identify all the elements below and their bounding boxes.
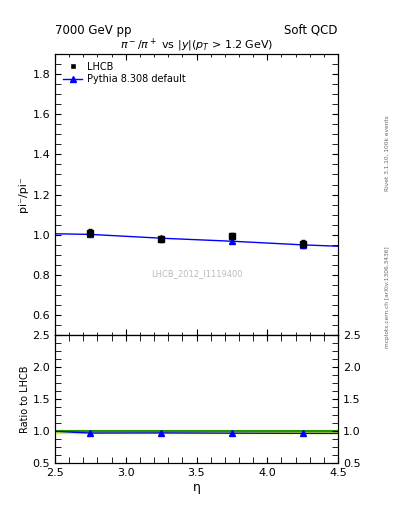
- Text: 7000 GeV pp: 7000 GeV pp: [55, 24, 132, 37]
- Y-axis label: Ratio to LHCB: Ratio to LHCB: [20, 366, 29, 433]
- X-axis label: η: η: [193, 481, 200, 494]
- Text: LHCB_2012_I1119400: LHCB_2012_I1119400: [151, 269, 242, 278]
- Title: $\pi^-/\pi^+$ vs $|y|(p_T$ > 1.2 GeV): $\pi^-/\pi^+$ vs $|y|(p_T$ > 1.2 GeV): [120, 36, 273, 54]
- Text: mcplots.cern.ch [arXiv:1306.3436]: mcplots.cern.ch [arXiv:1306.3436]: [385, 246, 389, 348]
- Text: Rivet 3.1.10, 100k events: Rivet 3.1.10, 100k events: [385, 116, 389, 191]
- Bar: [55, 430, 338, 433]
- Y-axis label: pi⁻/pi⁻: pi⁻/pi⁻: [18, 177, 28, 212]
- Legend: LHCB, Pythia 8.308 default: LHCB, Pythia 8.308 default: [60, 58, 189, 88]
- Text: Soft QCD: Soft QCD: [285, 24, 338, 37]
